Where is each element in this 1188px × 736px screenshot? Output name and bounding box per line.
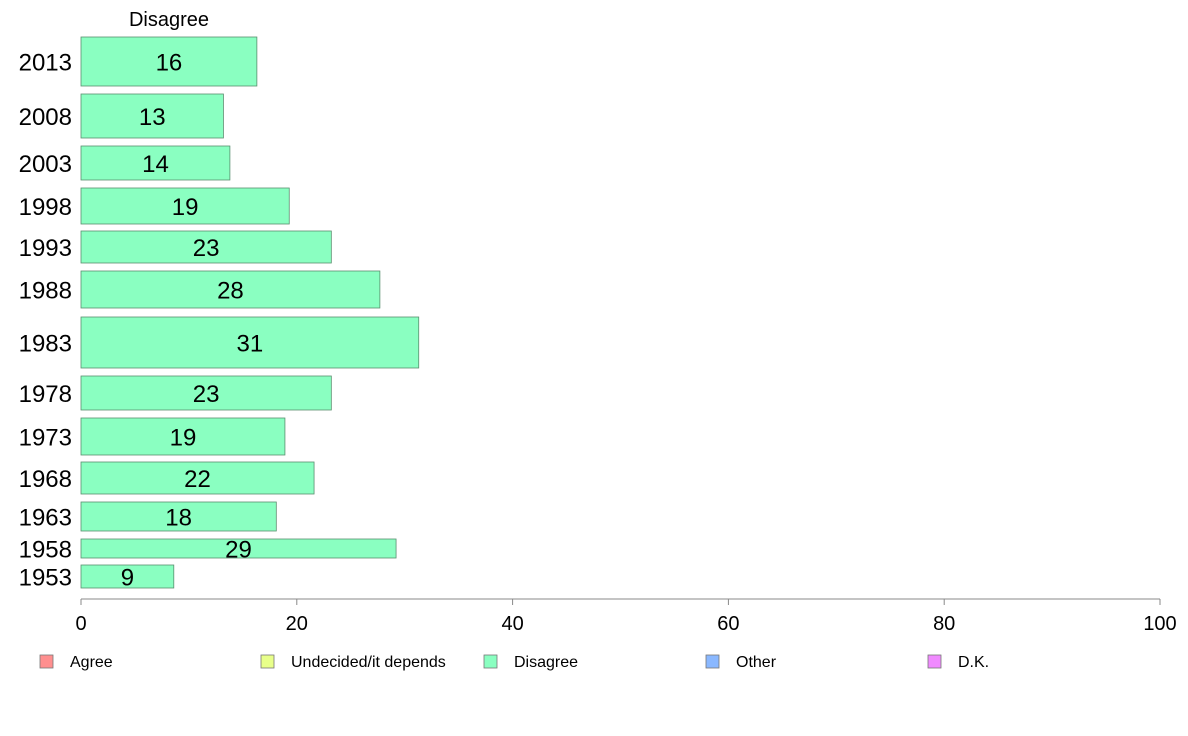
legend: Agree Undecided/it depends Disagree Other D.… [39, 654, 989, 671]
legend-swatch [260, 654, 275, 669]
category-label: 1998 [19, 194, 72, 221]
bar [80, 230, 332, 264]
series-title: Disagree [129, 9, 209, 31]
data-label: 28 [217, 278, 244, 305]
data-label: 13 [139, 104, 166, 131]
legend-swatch [483, 654, 498, 669]
bar [80, 187, 290, 225]
bar [80, 501, 277, 532]
bar [80, 36, 258, 87]
legend-swatch [39, 654, 54, 669]
category-label: 1958 [19, 537, 72, 564]
data-label: 23 [193, 235, 220, 262]
data-label: 18 [165, 505, 192, 532]
x-axis: 0 20 40 60 80 100 [75, 598, 1177, 635]
category-label: 2008 [19, 104, 72, 131]
data-label: 22 [184, 466, 211, 493]
x-tick-label: 0 [75, 613, 86, 635]
legend-swatch [705, 654, 720, 669]
category-label: 2013 [19, 50, 72, 77]
bars-group: 2013 16 2008 13 2003 14 1998 19 1993 23 1988 28 1983… [19, 36, 420, 592]
bar [80, 461, 315, 495]
category-label: 1968 [19, 466, 72, 493]
x-tick-label: 40 [501, 613, 523, 635]
bar [80, 93, 224, 139]
x-tick-label: 60 [717, 613, 739, 635]
data-label: 31 [237, 331, 264, 358]
bar [80, 270, 381, 309]
data-label: 16 [156, 50, 183, 77]
category-label: 1963 [19, 505, 72, 532]
x-tick-label: 100 [1143, 613, 1176, 635]
legend-label: D.K. [958, 654, 989, 671]
legend-label: Other [736, 654, 777, 671]
category-label: 1953 [19, 565, 72, 592]
bar [80, 417, 286, 456]
legend-label: Disagree [514, 654, 578, 671]
data-label: 9 [121, 565, 134, 592]
category-label: 1983 [19, 331, 72, 358]
bar [80, 375, 332, 411]
data-label: 23 [193, 381, 220, 408]
x-tick-label: 20 [286, 613, 308, 635]
data-label: 29 [225, 537, 252, 564]
x-tick-label: 80 [933, 613, 955, 635]
category-label: 1973 [19, 425, 72, 452]
bar [80, 316, 420, 369]
data-label: 19 [172, 194, 199, 221]
bar [80, 538, 397, 559]
category-label: 2003 [19, 151, 72, 178]
category-label: 1993 [19, 235, 72, 262]
legend-swatch [927, 654, 942, 669]
category-label: 1988 [19, 278, 72, 305]
data-label: 19 [170, 425, 197, 452]
legend-label: Undecided/it depends [291, 654, 446, 671]
bar [80, 564, 175, 589]
category-label: 1978 [19, 381, 72, 408]
data-label: 14 [142, 151, 169, 178]
bar [80, 145, 231, 181]
legend-label: Agree [70, 654, 113, 671]
